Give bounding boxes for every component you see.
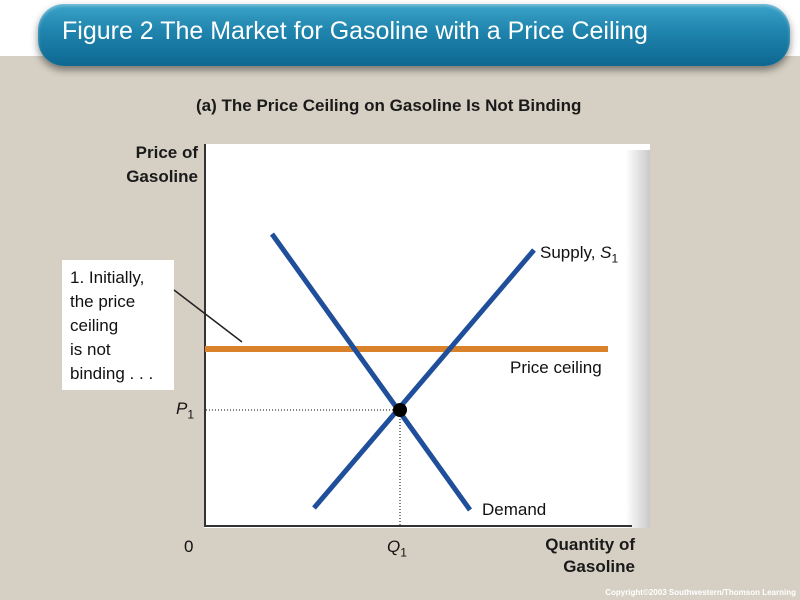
panel-title: (a) The Price Ceiling on Gasoline Is Not… bbox=[196, 96, 582, 115]
supply-curve bbox=[312, 248, 536, 510]
demand-label: Demand bbox=[482, 500, 547, 519]
slide-title: Figure 2 The Market for Gasoline with a … bbox=[62, 17, 648, 45]
q1-label: Q1 bbox=[387, 537, 407, 560]
annotation-box bbox=[62, 260, 174, 390]
title-bar bbox=[38, 4, 790, 66]
origin-label: 0 bbox=[184, 537, 194, 556]
x-axis-label: Quantity of Gasoline bbox=[545, 535, 635, 576]
supply-label: Supply, S1 bbox=[540, 243, 619, 266]
copyright-text: Copyright©2003 Southwestern/Thomson Lear… bbox=[605, 588, 796, 597]
demand-curve bbox=[269, 232, 473, 512]
p1-label: P1 bbox=[176, 399, 195, 422]
plot-area bbox=[204, 144, 650, 528]
plot-shadow bbox=[626, 150, 650, 528]
annotation-text: 1. Initially, the price ceiling is not b… bbox=[70, 268, 154, 383]
y-axis-label: Price of Gasoline bbox=[126, 143, 198, 186]
annotation-pointer bbox=[173, 289, 243, 343]
price-ceiling-label: Price ceiling bbox=[510, 358, 602, 377]
equilibrium-point bbox=[393, 403, 407, 417]
